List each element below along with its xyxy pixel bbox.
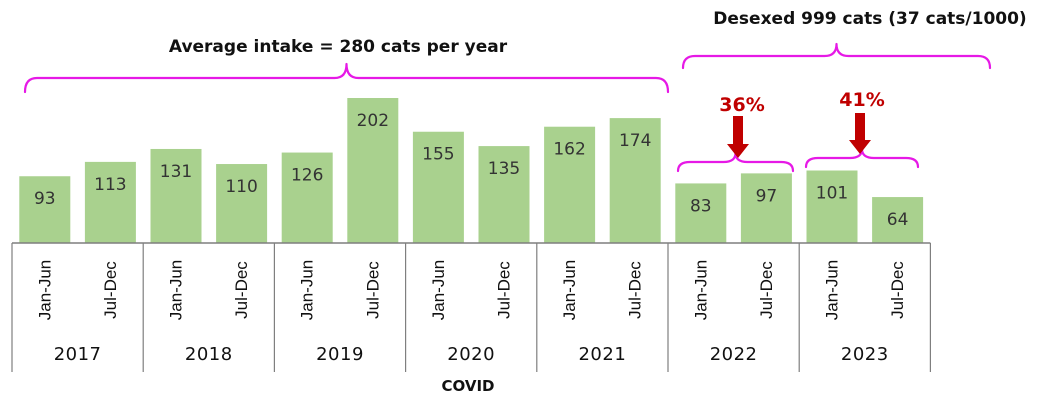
bar-value-label: 126 bbox=[291, 166, 323, 186]
bar-2022-jan-jun bbox=[675, 183, 727, 243]
arrow-2023-icon bbox=[849, 113, 871, 154]
period-tick-label: Jul-Dec bbox=[626, 261, 645, 319]
bar-value-label: 131 bbox=[160, 162, 192, 182]
period-tick-label: Jan-Jun bbox=[167, 260, 186, 320]
average-intake-annotation: Average intake = 280 cats per year bbox=[169, 37, 508, 57]
bar-2023-jan-jun bbox=[806, 170, 858, 243]
bar-2018-jul-dec bbox=[216, 164, 268, 243]
percent-2022-label: 36% bbox=[719, 94, 764, 116]
bar-2017-jan-jun bbox=[19, 176, 71, 243]
bar-value-label: 93 bbox=[34, 189, 56, 209]
year-tick-label: 2023 bbox=[841, 344, 889, 365]
year-tick-label: 2019 bbox=[316, 344, 364, 365]
period-tick-label: Jan-Jun bbox=[429, 260, 448, 320]
year-tick-label: 2021 bbox=[578, 344, 626, 365]
bar-value-label: 101 bbox=[816, 184, 848, 204]
bar-2021-jan-jun bbox=[544, 126, 596, 243]
percent-2023-label: 41% bbox=[839, 89, 884, 111]
bar-value-label: 135 bbox=[488, 159, 520, 179]
period-tick-label: Jan-Jun bbox=[823, 260, 842, 320]
period-tick-label: Jan-Jun bbox=[35, 260, 54, 320]
brace-2022 bbox=[676, 151, 795, 173]
period-tick-label: Jul-Dec bbox=[232, 261, 251, 319]
year-tick-label: 2017 bbox=[54, 344, 102, 365]
bar-value-label: 202 bbox=[357, 111, 389, 131]
bar-2018-jan-jun bbox=[150, 148, 202, 243]
desexed-annotation: Desexed 999 cats (37 cats/1000) bbox=[713, 9, 1026, 29]
period-tick-label: Jul-Dec bbox=[363, 261, 382, 319]
period-tick-label: Jan-Jun bbox=[691, 260, 710, 320]
average-intake-brace bbox=[23, 62, 670, 94]
period-tick-label: Jul-Dec bbox=[757, 261, 776, 319]
year-tick-label: 2018 bbox=[185, 344, 233, 365]
arrow-2022-icon bbox=[727, 116, 749, 158]
bar-2020-jul-dec bbox=[478, 146, 530, 243]
period-tick-label: Jan-Jun bbox=[298, 260, 317, 320]
period-tick-label: Jul-Dec bbox=[495, 261, 514, 319]
period-tick-label: Jan-Jun bbox=[560, 260, 579, 320]
year-tick-label: 2022 bbox=[710, 344, 758, 365]
bar-2021-jul-dec bbox=[609, 118, 661, 243]
desexed-brace bbox=[681, 42, 992, 70]
bar-value-label: 162 bbox=[553, 140, 585, 160]
covid-label: COVID bbox=[442, 377, 495, 395]
bar-value-label: 174 bbox=[619, 131, 651, 151]
bar-2022-jul-dec bbox=[740, 173, 792, 243]
period-tick-label: Jul-Dec bbox=[101, 261, 120, 319]
bar-2019-jul-dec bbox=[347, 98, 399, 243]
bar-value-label: 97 bbox=[756, 186, 778, 206]
bar-value-label: 64 bbox=[887, 210, 909, 230]
bar-value-label: 83 bbox=[690, 196, 712, 216]
bar-2017-jul-dec bbox=[84, 161, 136, 243]
bar-value-label: 155 bbox=[422, 145, 454, 165]
period-tick-label: Jul-Dec bbox=[888, 261, 907, 319]
bar-2023-jul-dec bbox=[872, 197, 924, 243]
year-tick-label: 2020 bbox=[447, 344, 495, 365]
brace-2023 bbox=[804, 147, 920, 169]
bar-2019-jan-jun bbox=[281, 152, 333, 243]
bar-value-label: 113 bbox=[94, 175, 126, 195]
bar-value-label: 110 bbox=[225, 177, 257, 197]
bar-2020-jan-jun bbox=[412, 131, 464, 243]
